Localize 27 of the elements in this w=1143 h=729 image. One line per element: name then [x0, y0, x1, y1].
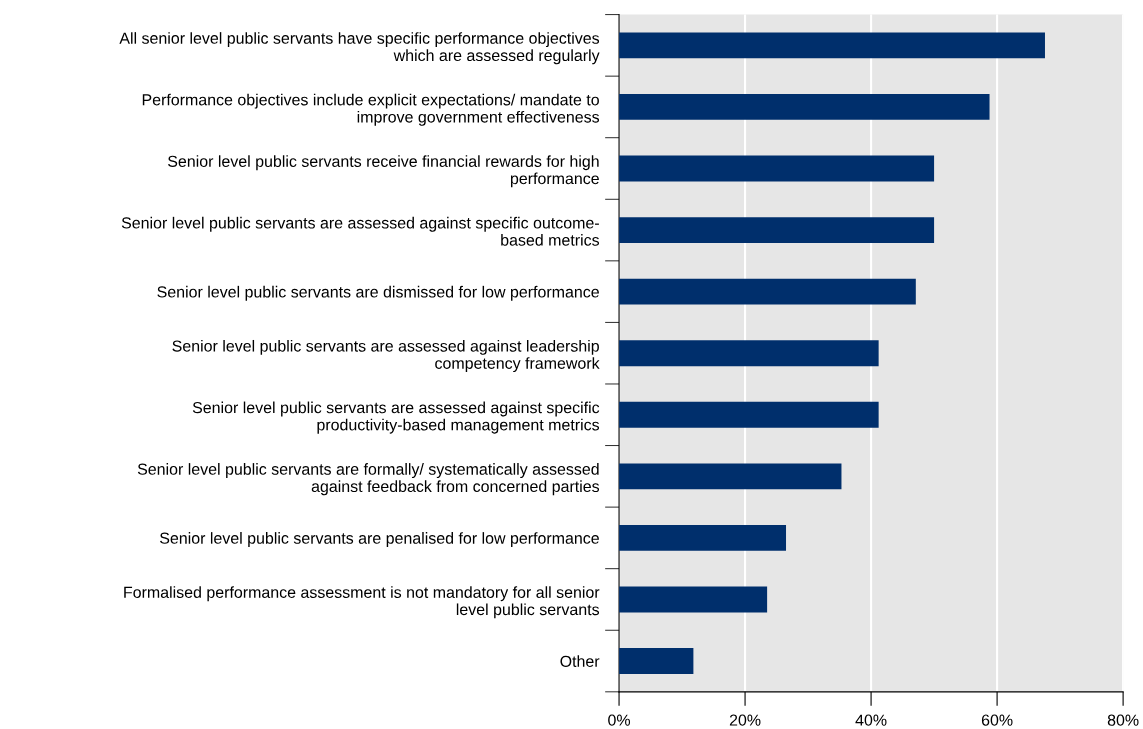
- y-tick-label: All senior level public servants have specific performance objectives which are assessed regularly: [119, 32, 600, 65]
- y-tick-label: Senior level public servants are formally/ systematically assessed against feedback from concerned parties: [137, 463, 600, 496]
- bar: [619, 278, 916, 305]
- y-tick-label: Senior level public servants are assessed against specific productivity-based management metrics: [192, 401, 600, 434]
- bar: [619, 340, 879, 367]
- bar: [619, 401, 879, 428]
- y-tick-label: Formalised performance assessment is not mandatory for all senior level public servants: [124, 586, 600, 619]
- y-tick-label: Performance objectives include explicit expectations/ mandate to improve government effectiveness: [142, 93, 600, 126]
- y-tick-label: Other: [560, 655, 600, 667]
- y-tick-label: Senior level public servants are assessed against leadership competency framework: [172, 339, 600, 373]
- bar: [619, 32, 1045, 59]
- x-tick-label: 80%: [1107, 714, 1139, 726]
- x-tick-label: 0%: [608, 714, 631, 726]
- x-tick-label: 40%: [855, 714, 887, 726]
- bar: [619, 463, 842, 490]
- bar: [619, 524, 787, 551]
- bar: [619, 94, 990, 120]
- bar: [619, 155, 935, 182]
- x-tick-label: 60%: [981, 714, 1013, 726]
- bar: [619, 217, 935, 243]
- y-tick-label: Senior level public servants are dismissed for low performance: [157, 285, 599, 301]
- x-tick-label: 20%: [729, 714, 761, 726]
- y-tick-label: Senior level public servants are penalised for low performance: [160, 532, 599, 547]
- y-tick-label: Senior level public servants receive financial rewards for high performance: [168, 155, 599, 188]
- y-tick-label: Senior level public servants are assessed against specific outcome- based metrics: [121, 216, 600, 246]
- bar: [619, 586, 768, 613]
- bar: [619, 648, 694, 674]
